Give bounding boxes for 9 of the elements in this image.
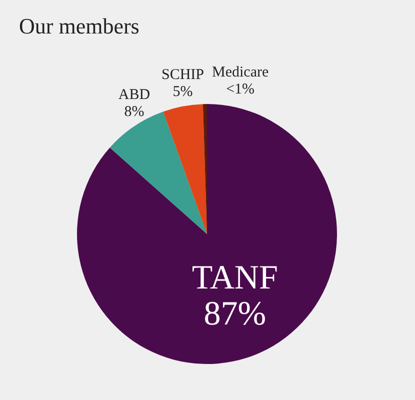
slice-label: TANF <box>192 260 278 297</box>
data-label: 87% <box>204 296 266 333</box>
slice-label: SCHIP <box>161 66 204 83</box>
slice-label: Medicare <box>212 64 269 81</box>
data-label: 5% <box>172 84 193 100</box>
data-label: <1% <box>226 82 255 98</box>
data-label: 8% <box>124 104 144 120</box>
slice-label: ABD <box>118 86 150 103</box>
chart-title: Our members <box>19 14 140 38</box>
